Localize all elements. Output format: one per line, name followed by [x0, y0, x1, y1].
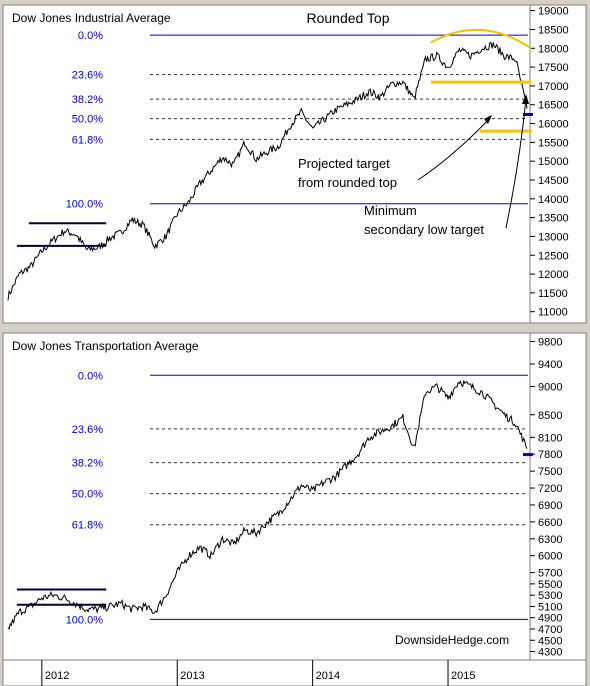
y-tick-label: 7500	[538, 466, 562, 478]
price-line	[7, 379, 528, 631]
annotation-secondary-1: Minimum	[364, 203, 417, 218]
y-tick-label: 13000	[538, 231, 569, 243]
y-tick-label: 5100	[538, 601, 562, 613]
price-line	[7, 41, 528, 301]
fib-label: 50.0%	[72, 114, 103, 126]
rounded-top-title: Rounded Top	[306, 10, 389, 26]
arrow-secondary	[505, 97, 527, 229]
fib-label: 61.8%	[72, 134, 103, 146]
y-tick-label: 11500	[538, 288, 568, 300]
y-tick-label: 19000	[538, 6, 569, 18]
y-tick-label: 15500	[538, 137, 569, 149]
y-tick-label: 5300	[538, 590, 562, 602]
fib-label: 0.0%	[78, 30, 103, 42]
y-tick-label: 12000	[538, 269, 569, 281]
fib-label: 23.6%	[72, 424, 103, 436]
x-axis-area	[2, 659, 587, 686]
x-tick-label: 2015	[451, 670, 475, 682]
rounded-top-arc	[430, 28, 532, 50]
arrowhead-secondary	[522, 94, 529, 104]
y-tick-label: 5700	[538, 568, 562, 580]
arrowhead-projected	[484, 115, 492, 124]
annotation-projected-1: Projected target	[298, 156, 390, 171]
plot-area	[2, 4, 531, 324]
y-tick-label: 4500	[538, 635, 562, 647]
fib-label: 100.0%	[66, 614, 104, 626]
fib-label: 50.0%	[72, 489, 103, 501]
annotation-projected-2: from rounded top	[298, 175, 397, 190]
y-axis-area	[529, 332, 587, 661]
y-tick-label: 18000	[538, 43, 569, 55]
y-tick-label: 9400	[538, 359, 562, 371]
y-axis-area	[529, 4, 587, 324]
x-tick-label: 2014	[316, 670, 340, 682]
y-tick-label: 9000	[538, 382, 562, 394]
arrow-projected	[417, 117, 491, 181]
fib-label: 23.6%	[72, 70, 103, 82]
panel-title: Dow Jones Industrial Average	[12, 11, 171, 25]
y-tick-label: 5500	[538, 579, 562, 591]
y-tick-label: 17500	[538, 62, 569, 74]
fib-label: 0.0%	[78, 370, 103, 382]
y-tick-label: 7200	[538, 483, 562, 495]
y-tick-label: 7800	[538, 449, 562, 461]
y-tick-label: 17000	[538, 81, 569, 93]
y-tick-label: 14000	[538, 194, 569, 206]
y-tick-label: 16000	[538, 119, 569, 131]
panel-1: 19000 18500 18000 17500 17000 16500 16000 15500…	[2, 4, 587, 324]
y-tick-label: 9800	[538, 336, 562, 348]
panel-title: Dow Jones Transportation Average	[12, 339, 199, 353]
y-tick-label: 11000	[538, 307, 568, 319]
fib-label: 100.0%	[66, 199, 104, 211]
y-tick-label: 13500	[538, 213, 569, 225]
x-axis: 2012 2013 2014 2015	[2, 659, 587, 686]
fib-label: 38.2%	[72, 94, 103, 106]
y-tick-label: 12500	[538, 250, 569, 262]
x-tick-label: 2013	[180, 670, 204, 682]
x-tick-label: 2012	[45, 670, 69, 682]
y-tick-label: 4700	[538, 624, 562, 636]
y-tick-label: 16500	[538, 100, 569, 112]
y-tick-label: 4300	[538, 647, 562, 659]
fib-label: 61.8%	[72, 520, 103, 532]
y-tick-label: 8500	[538, 410, 562, 422]
y-tick-label: 6600	[538, 517, 562, 529]
panel-2: 9800 9400 9000 8500 8100 7800 7500 7200 6900 6600…	[2, 332, 587, 661]
fib-label: 38.2%	[72, 458, 103, 470]
y-tick-label: 6900	[538, 500, 562, 512]
watermark: DownsideHedge.com	[395, 633, 509, 647]
y-tick-label: 18500	[538, 24, 569, 36]
y-tick-label: 14500	[538, 175, 569, 187]
y-tick-label: 6000	[538, 551, 562, 563]
annotation-secondary-2: secondary low target	[364, 222, 484, 237]
y-tick-label: 8100	[538, 432, 562, 444]
y-tick-label: 15000	[538, 156, 569, 168]
y-tick-label: 4900	[538, 613, 562, 625]
y-tick-label: 6300	[538, 534, 562, 546]
